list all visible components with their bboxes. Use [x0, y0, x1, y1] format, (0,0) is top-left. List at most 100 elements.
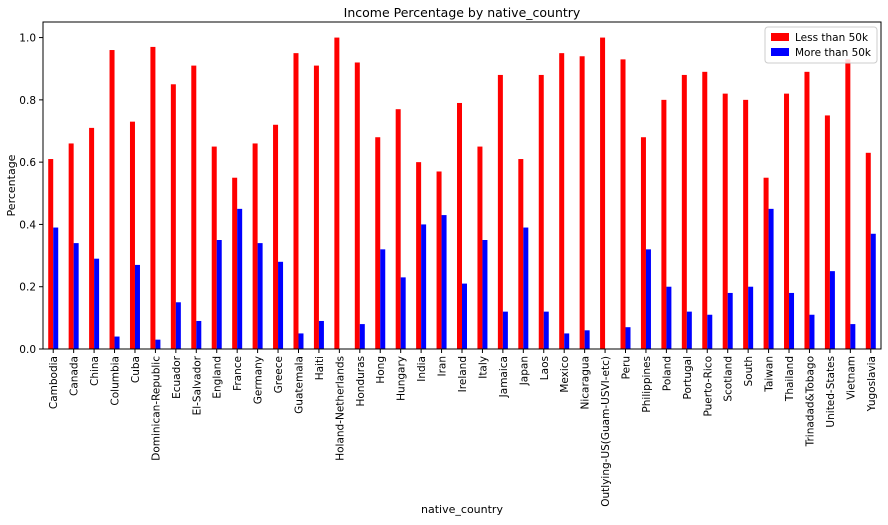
x-tick-label: Honduras: [355, 356, 367, 407]
bar-more-than-50k: [318, 320, 324, 349]
x-tick-label: Peru: [621, 356, 633, 379]
chart-title: Income Percentage by native_country: [344, 5, 581, 20]
bar-less-than-50k: [252, 143, 258, 349]
legend-swatch: [771, 48, 789, 56]
bar-less-than-50k: [497, 74, 503, 349]
x-tick-label: India: [416, 356, 428, 382]
bar-more-than-50k: [829, 271, 835, 349]
bar-more-than-50k: [73, 243, 79, 349]
bar-less-than-50k: [48, 159, 54, 349]
bar-more-than-50k: [400, 277, 406, 349]
bar-less-than-50k: [661, 99, 667, 349]
bar-more-than-50k: [645, 249, 651, 349]
bar-more-than-50k: [809, 314, 815, 349]
bar-less-than-50k: [763, 177, 769, 349]
x-tick-label: France: [232, 356, 244, 391]
x-tick-label: Laos: [539, 356, 551, 380]
x-tick-label: Japan: [518, 356, 530, 386]
x-tick-label: Columbia: [110, 356, 122, 406]
legend: Less than 50k More than 50k: [764, 26, 878, 64]
y-axis-label: Percentage: [5, 154, 18, 216]
bar-less-than-50k: [170, 84, 176, 350]
bar-less-than-50k: [191, 65, 197, 349]
bar-more-than-50k: [114, 336, 120, 349]
bar-less-than-50k: [477, 146, 483, 349]
x-tick-label: Ireland: [457, 356, 469, 392]
x-tick-label: El-Salvador: [191, 355, 203, 415]
bar-more-than-50k: [441, 215, 447, 349]
bar-less-than-50k: [784, 93, 790, 349]
x-tick-label: Puerto-Rico: [702, 356, 714, 417]
bar-less-than-50k: [436, 171, 442, 349]
x-tick-label: Hungary: [396, 356, 408, 401]
bar-more-than-50k: [257, 243, 263, 349]
bar-less-than-50k: [354, 62, 360, 349]
bar-less-than-50k: [395, 109, 401, 349]
legend-swatch: [771, 33, 789, 41]
bar-less-than-50k: [640, 137, 646, 349]
x-tick-label: Canada: [69, 356, 81, 396]
bar-more-than-50k: [216, 240, 222, 349]
bar-less-than-50k: [824, 115, 830, 349]
bar-more-than-50k: [482, 240, 488, 349]
x-tick-label: Portugal: [682, 356, 694, 400]
bar-less-than-50k: [865, 152, 871, 349]
x-tick-label: Haiti: [314, 356, 326, 380]
x-tick-label: Jamaica: [498, 356, 510, 398]
x-tick-label: Mexico: [559, 356, 571, 393]
bar-less-than-50k: [600, 37, 606, 349]
bar-less-than-50k: [150, 46, 156, 350]
bar-more-than-50k: [543, 311, 549, 349]
x-tick-label: Nicaragua: [580, 356, 592, 409]
x-tick-label: South: [743, 356, 755, 387]
bar-more-than-50k: [175, 302, 181, 349]
x-tick-label: Iran: [437, 356, 449, 377]
x-tick-label: Philippines: [641, 356, 653, 413]
y-tick-label: 0.6: [19, 157, 36, 169]
bar-more-than-50k: [380, 249, 386, 349]
bar-less-than-50k: [273, 124, 279, 350]
x-tick-label: Outlying-US(Guam-USVI-etc): [600, 356, 612, 507]
bar-more-than-50k: [707, 314, 713, 349]
bar-less-than-50k: [845, 59, 851, 349]
bar-less-than-50k: [559, 53, 565, 350]
bar-less-than-50k: [313, 65, 319, 349]
x-tick-label: Taiwan: [764, 356, 776, 393]
y-tick-label: 0.2: [19, 282, 36, 294]
bar-more-than-50k: [53, 227, 59, 349]
bar-less-than-50k: [620, 59, 626, 349]
x-tick-label: Cuba: [130, 356, 142, 383]
x-tick-label: United-States: [825, 356, 837, 428]
x-tick-label: Germany: [253, 356, 265, 404]
bar-less-than-50k: [579, 56, 585, 349]
bar-more-than-50k: [298, 333, 304, 349]
bar-more-than-50k: [278, 261, 284, 349]
legend-label: Less than 50k: [795, 32, 869, 44]
bar-less-than-50k: [416, 162, 422, 349]
x-tick-label: Scotland: [723, 356, 735, 402]
x-tick-label: Greece: [273, 356, 285, 393]
x-tick-label: Yugoslavia: [866, 356, 878, 412]
x-tick-label: Italy: [477, 356, 489, 379]
bar-less-than-50k: [681, 74, 687, 349]
bar-less-than-50k: [375, 137, 381, 349]
bar-more-than-50k: [421, 224, 427, 349]
y-tick-label: 0.4: [19, 219, 36, 231]
legend-box: [764, 26, 878, 64]
x-tick-label: Dominican-Republic: [150, 356, 162, 461]
legend-label: More than 50k: [795, 47, 872, 59]
x-tick-label: Thailand: [784, 356, 796, 402]
x-tick-label: England: [212, 356, 224, 399]
bar-more-than-50k: [870, 233, 876, 349]
bar-less-than-50k: [232, 177, 238, 349]
x-tick-label: Holand-Netherlands: [334, 356, 346, 461]
bar-more-than-50k: [686, 311, 692, 349]
bar-more-than-50k: [768, 208, 774, 349]
x-tick-label: Ecuador: [171, 355, 183, 399]
y-tick-label: 0.8: [19, 95, 36, 107]
bar-more-than-50k: [523, 227, 529, 349]
bar-less-than-50k: [518, 159, 524, 349]
bar-more-than-50k: [727, 292, 733, 349]
bar-more-than-50k: [502, 311, 508, 349]
bar-more-than-50k: [359, 324, 365, 349]
